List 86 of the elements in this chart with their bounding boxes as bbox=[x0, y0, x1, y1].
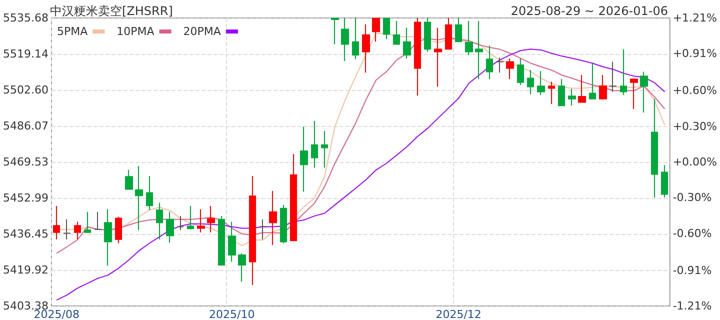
y2-tick-label: +0.91% bbox=[672, 47, 718, 60]
candlestick bbox=[94, 211, 102, 230]
x-tick-label: 2025/12 bbox=[436, 308, 482, 320]
y-tick-label: 5535.68 bbox=[2, 12, 48, 24]
candlestick bbox=[228, 221, 236, 262]
y2-tick-label: +1.21% bbox=[672, 12, 718, 24]
y-tick-label: 5519.14 bbox=[2, 48, 48, 61]
candlestick bbox=[455, 18, 462, 42]
candlestick bbox=[599, 74, 607, 100]
candlestick bbox=[578, 74, 586, 103]
chart-title: 中汉粳米卖空[ZHSRR] bbox=[50, 4, 173, 18]
x-tick-label: 2025/08 bbox=[34, 308, 80, 320]
candlestick bbox=[300, 126, 308, 192]
candlestick bbox=[269, 190, 277, 246]
candlestick bbox=[321, 130, 328, 168]
legend-label: 5PMA bbox=[56, 25, 88, 38]
candlestick bbox=[53, 206, 60, 240]
candlestick bbox=[156, 202, 163, 240]
candlestick bbox=[166, 211, 174, 244]
legend-label: 20PMA bbox=[183, 25, 222, 38]
y2-tick-label: +0.30% bbox=[672, 120, 718, 133]
y2-tick-label: -0.60% bbox=[672, 226, 712, 240]
candlestick bbox=[445, 18, 452, 50]
candlestick bbox=[609, 61, 617, 92]
candlestick bbox=[84, 211, 91, 233]
candlestick bbox=[434, 27, 442, 88]
candlestick bbox=[74, 221, 81, 240]
candlestick bbox=[661, 164, 668, 198]
candlestick bbox=[517, 58, 524, 86]
candlestick bbox=[115, 216, 122, 244]
candlestick bbox=[311, 120, 318, 168]
candlestick bbox=[527, 69, 534, 95]
candlestick bbox=[414, 18, 421, 96]
candlestick bbox=[341, 18, 349, 62]
legend-label: 10PMA bbox=[116, 25, 155, 38]
candlestick bbox=[177, 216, 184, 230]
y2-tick-label: -1.21% bbox=[672, 300, 712, 312]
candlestick bbox=[63, 218, 71, 240]
y-tick-label: 5436.45 bbox=[2, 228, 48, 241]
y-tick-label: 5419.92 bbox=[2, 263, 48, 276]
candlestick bbox=[187, 206, 194, 230]
candlestick bbox=[331, 18, 339, 45]
y-tick-label: 5469.53 bbox=[2, 156, 48, 168]
candlestick bbox=[383, 18, 390, 40]
chart-subtitle: 2025-08-29 ~ 2026-01-06 bbox=[510, 4, 668, 18]
candlestick bbox=[651, 98, 658, 198]
candlestick bbox=[259, 218, 267, 240]
candlestick bbox=[506, 58, 514, 80]
candlestick bbox=[218, 216, 225, 266]
candlestick bbox=[403, 27, 411, 59]
candlestick bbox=[620, 48, 627, 96]
candlestick bbox=[280, 204, 287, 244]
candlestick bbox=[465, 20, 473, 56]
y2-tick-label: -0.30% bbox=[672, 191, 712, 204]
candlestick bbox=[568, 88, 576, 106]
candlestick bbox=[104, 208, 112, 266]
candlestick bbox=[249, 175, 256, 286]
candlestick bbox=[558, 78, 565, 106]
candlestick bbox=[424, 18, 431, 52]
candlestick bbox=[197, 208, 205, 233]
y-tick-label: 5486.07 bbox=[2, 119, 48, 132]
candlestick bbox=[290, 154, 297, 242]
y2-tick-label: -0.91% bbox=[672, 264, 712, 277]
candlestick bbox=[537, 70, 545, 96]
y2-tick-label: +0.60% bbox=[672, 84, 718, 98]
candlestick bbox=[207, 206, 215, 233]
x-tick-label: 2025/10 bbox=[208, 308, 255, 320]
y-tick-label: 5502.60 bbox=[2, 84, 48, 97]
candlestick bbox=[496, 57, 504, 74]
candlestick bbox=[475, 20, 483, 80]
line-series bbox=[56, 48, 666, 301]
candlestick bbox=[630, 78, 638, 110]
candlestick bbox=[486, 45, 493, 80]
y-tick-label: 5452.99 bbox=[2, 192, 48, 205]
candlestick bbox=[238, 252, 246, 282]
candlestick bbox=[362, 24, 370, 74]
candlestick bbox=[352, 18, 359, 60]
candlestick bbox=[125, 169, 133, 190]
y2-tick-label: +0.00% bbox=[672, 156, 718, 168]
candlestick bbox=[640, 71, 648, 113]
candlestick bbox=[393, 20, 400, 45]
candlestick bbox=[589, 62, 596, 100]
candlestick bbox=[372, 18, 380, 42]
candlestick bbox=[135, 165, 143, 230]
candlestick bbox=[548, 81, 555, 104]
candlestick bbox=[146, 175, 153, 210]
